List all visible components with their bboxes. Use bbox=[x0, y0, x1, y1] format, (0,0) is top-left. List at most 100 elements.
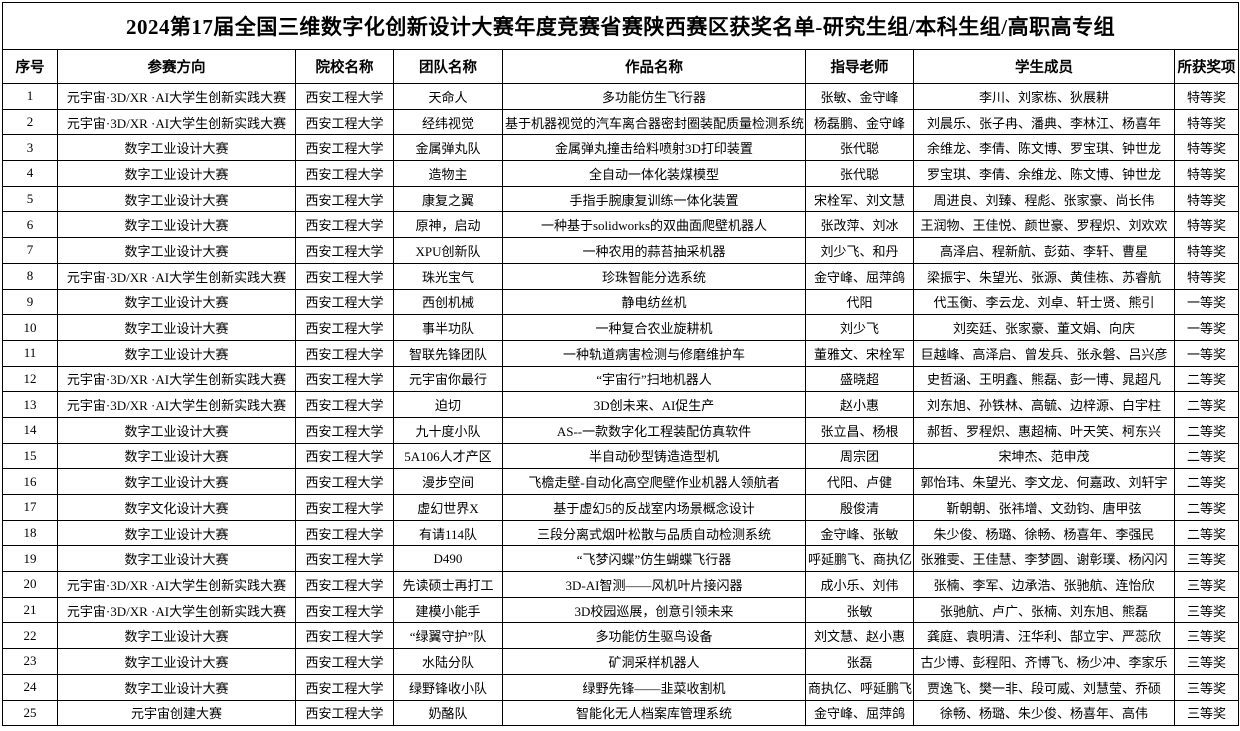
cell-direction: 数字工业设计大赛 bbox=[57, 160, 296, 187]
cell-advisors: 刘少飞、和丹 bbox=[805, 237, 914, 264]
table-row: 14 数字工业设计大赛 西安工程大学 九十度小队 AS--一款数字化工程装配仿真软件 张立… bbox=[2, 416, 1240, 444]
cell-direction: 元宇宙·3D/XR ·AI大学生创新实践大赛 bbox=[57, 262, 296, 290]
cell-work: 矿洞采样机器人 bbox=[502, 648, 806, 675]
table-row: 11 数字工业设计大赛 西安工程大学 智联先锋团队 一种轨道病害检测与修磨维护车 董雅文、… bbox=[2, 339, 1240, 367]
cell-direction: 数字工业设计大赛 bbox=[57, 648, 296, 675]
column-header-team: 团队名称 bbox=[393, 49, 503, 84]
cell-index: 16 bbox=[2, 468, 58, 495]
cell-students: 王润物、王佳悦、颜世豪、罗程炽、刘欢欢 bbox=[913, 211, 1175, 239]
cell-direction: 数字工业设计大赛 bbox=[57, 288, 296, 316]
cell-advisors: 张敏 bbox=[805, 596, 914, 624]
cell-direction: 元宇宙·3D/XR ·AI大学生创新实践大赛 bbox=[57, 108, 296, 136]
table-row: 1 元宇宙·3D/XR ·AI大学生创新实践大赛 西安工程大学 天命人 多功能仿生飞行器… bbox=[2, 83, 1240, 110]
cell-work: 一种农用的蒜苔抽采机器 bbox=[502, 237, 806, 264]
cell-index: 20 bbox=[2, 571, 58, 598]
cell-school: 西安工程大学 bbox=[295, 160, 394, 187]
cell-work: 一种轨道病害检测与修磨维护车 bbox=[502, 339, 806, 367]
cell-students: 贾逸飞、樊一非、段可威、刘慧莹、乔硕 bbox=[913, 673, 1175, 701]
table-row: 2 元宇宙·3D/XR ·AI大学生创新实践大赛 西安工程大学 经纬视觉 基于机器视觉的… bbox=[2, 108, 1240, 136]
cell-students: 高泽启、程新航、彭茹、李轩、曹星 bbox=[913, 237, 1175, 264]
cell-award: 二等奖 bbox=[1173, 494, 1240, 521]
table-row: 20 元宇宙·3D/XR ·AI大学生创新实践大赛 西安工程大学 先读硕士再打工 3D-… bbox=[2, 571, 1240, 598]
cell-award: 一等奖 bbox=[1173, 288, 1240, 316]
cell-direction: 数字工业设计大赛 bbox=[57, 416, 296, 444]
cell-award: 三等奖 bbox=[1173, 622, 1240, 650]
cell-advisors: 商执亿、呼延鹏飞 bbox=[805, 673, 914, 701]
cell-direction: 数字工业设计大赛 bbox=[57, 545, 296, 573]
cell-index: 7 bbox=[2, 237, 58, 264]
cell-team: 5A106人才产区 bbox=[393, 442, 503, 470]
cell-advisors: 宋栓军、刘文慧 bbox=[805, 185, 914, 213]
cell-team: XPU创新队 bbox=[393, 237, 503, 264]
cell-direction: 数字工业设计大赛 bbox=[57, 237, 296, 264]
cell-award: 二等奖 bbox=[1173, 416, 1240, 444]
table-row: 10 数字工业设计大赛 西安工程大学 事半功队 一种复合农业旋耕机 刘少飞 刘奕廷、张家豪、… bbox=[2, 314, 1240, 341]
cell-index: 18 bbox=[2, 519, 58, 547]
cell-students: 史哲涵、王明鑫、熊磊、彭一博、晁超凡 bbox=[913, 365, 1175, 393]
cell-work: 一种复合农业旋耕机 bbox=[502, 314, 806, 341]
cell-index: 3 bbox=[2, 134, 58, 162]
column-header-students: 学生成员 bbox=[913, 49, 1175, 84]
cell-advisors: 赵小惠 bbox=[805, 391, 914, 418]
cell-index: 9 bbox=[2, 288, 58, 316]
table-row: 21 元宇宙·3D/XR ·AI大学生创新实践大赛 西安工程大学 建模小能手 3D校园巡… bbox=[2, 596, 1240, 624]
cell-direction: 元宇宙·3D/XR ·AI大学生创新实践大赛 bbox=[57, 365, 296, 393]
cell-students: 余维龙、李倩、陈文博、罗宝琪、钟世龙 bbox=[913, 134, 1175, 162]
cell-index: 17 bbox=[2, 494, 58, 521]
cell-advisors: 张磊 bbox=[805, 648, 914, 675]
cell-index: 4 bbox=[2, 160, 58, 187]
cell-team: 漫步空间 bbox=[393, 468, 503, 495]
cell-work: 金属弹丸撞击给料喷射3D打印装置 bbox=[502, 134, 806, 162]
cell-school: 西安工程大学 bbox=[295, 571, 394, 598]
cell-award: 特等奖 bbox=[1173, 211, 1240, 239]
column-header-index: 序号 bbox=[2, 49, 58, 84]
cell-direction: 数字工业设计大赛 bbox=[57, 134, 296, 162]
cell-award: 三等奖 bbox=[1173, 571, 1240, 598]
cell-advisors: 张敏、金守峰 bbox=[805, 83, 914, 110]
cell-index: 6 bbox=[2, 211, 58, 239]
cell-team: 元宇宙你最行 bbox=[393, 365, 503, 393]
table-row: 13 元宇宙·3D/XR ·AI大学生创新实践大赛 西安工程大学 迫切 3D创未来、AI… bbox=[2, 391, 1240, 418]
cell-team: 水陆分队 bbox=[393, 648, 503, 675]
cell-award: 特等奖 bbox=[1173, 262, 1240, 290]
cell-school: 西安工程大学 bbox=[295, 237, 394, 264]
cell-advisors: 金守峰、张敏 bbox=[805, 519, 914, 547]
cell-students: 周进良、刘臻、程彪、张家豪、尚长伟 bbox=[913, 185, 1175, 213]
cell-advisors: 张代聪 bbox=[805, 134, 914, 162]
cell-index: 19 bbox=[2, 545, 58, 573]
table-row: 18 数字工业设计大赛 西安工程大学 有请114队 三段分离式烟叶松散与品质自动检测系统… bbox=[2, 519, 1240, 547]
cell-award: 三等奖 bbox=[1173, 648, 1240, 675]
table-row: 16 数字工业设计大赛 西安工程大学 漫步空间 飞檐走壁-自动化高空爬壁作业机器人领航者… bbox=[2, 468, 1240, 495]
cell-advisors: 金守峰、屈萍鸽 bbox=[805, 699, 914, 727]
cell-team: 先读硕士再打工 bbox=[393, 571, 503, 598]
cell-team: 智联先锋团队 bbox=[393, 339, 503, 367]
cell-school: 西安工程大学 bbox=[295, 391, 394, 418]
cell-award: 特等奖 bbox=[1173, 160, 1240, 187]
table-row: 15 数字工业设计大赛 西安工程大学 5A106人才产区 半自动砂型铸造造型机 周宗团 宋坤… bbox=[2, 442, 1240, 470]
cell-direction: 数字工业设计大赛 bbox=[57, 185, 296, 213]
cell-advisors: 刘少飞 bbox=[805, 314, 914, 341]
cell-team: “绿翼守护”队 bbox=[393, 622, 503, 650]
cell-students: 朱少俊、杨璐、徐畅、杨喜年、李强民 bbox=[913, 519, 1175, 547]
table-row: 7 数字工业设计大赛 西安工程大学 XPU创新队 一种农用的蒜苔抽采机器 刘少飞、和丹 高泽… bbox=[2, 237, 1240, 264]
cell-work: “宇宙行”扫地机器人 bbox=[502, 365, 806, 393]
cell-direction: 元宇宙·3D/XR ·AI大学生创新实践大赛 bbox=[57, 391, 296, 418]
cell-index: 12 bbox=[2, 365, 58, 393]
cell-index: 24 bbox=[2, 673, 58, 701]
cell-school: 西安工程大学 bbox=[295, 596, 394, 624]
cell-work: 半自动砂型铸造造型机 bbox=[502, 442, 806, 470]
cell-team: 金属弹丸队 bbox=[393, 134, 503, 162]
column-header-advisor: 指导老师 bbox=[805, 49, 914, 84]
cell-award: 二等奖 bbox=[1173, 365, 1240, 393]
cell-students: 郭怡玮、朱望光、李文龙、何嘉政、刘轩宇 bbox=[913, 468, 1175, 495]
cell-students: 张楠、李军、边承浩、张驰航、连怡欣 bbox=[913, 571, 1175, 598]
cell-direction: 数字工业设计大赛 bbox=[57, 339, 296, 367]
cell-award: 二等奖 bbox=[1173, 519, 1240, 547]
cell-direction: 数字文化设计大赛 bbox=[57, 494, 296, 521]
cell-students: 梁振宇、朱望光、张源、黄佳栋、苏睿航 bbox=[913, 262, 1175, 290]
cell-team: 九十度小队 bbox=[393, 416, 503, 444]
column-header-direction: 参赛方向 bbox=[57, 49, 296, 84]
table-row: 3 数字工业设计大赛 西安工程大学 金属弹丸队 金属弹丸撞击给料喷射3D打印装置 张代聪余… bbox=[2, 134, 1240, 162]
cell-index: 2 bbox=[2, 108, 58, 136]
